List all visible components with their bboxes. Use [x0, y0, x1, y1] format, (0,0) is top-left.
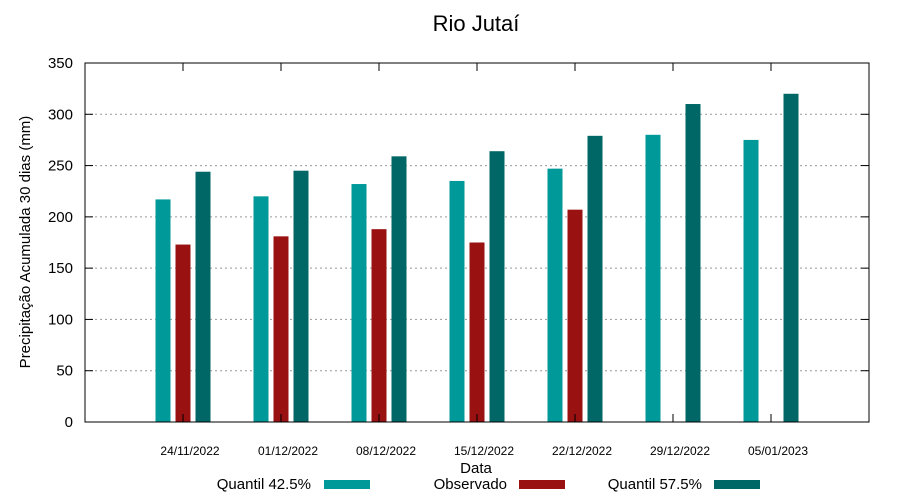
y-tick-label: 150 [48, 260, 73, 277]
bar-observado [469, 242, 485, 422]
bar-quantil-42-5 [351, 184, 367, 422]
bar-quantil-42-5 [155, 199, 171, 422]
x-tick-label: 05/01/2023 [748, 444, 808, 458]
x-tick-label: 01/12/2022 [258, 444, 318, 458]
bar-observado [567, 209, 583, 422]
legend-swatch [714, 480, 760, 489]
bar-quantil-57-5 [783, 93, 799, 423]
bar-observado [273, 236, 289, 422]
bar-quantil-42-5 [547, 168, 563, 422]
x-tick-label: 24/11/2022 [160, 444, 219, 458]
bar-quantil-42-5 [645, 134, 661, 423]
legend-label: Quantil 42.5% [217, 476, 311, 493]
legend-swatch [519, 480, 565, 489]
bar-quantil-42-5 [253, 196, 269, 422]
legend-swatch [324, 480, 370, 489]
legend-label: Quantil 57.5% [608, 476, 702, 493]
x-tick-label: 29/12/2022 [650, 444, 710, 458]
bar-quantil-57-5 [391, 156, 407, 422]
bar-observado [175, 244, 191, 422]
y-tick-label: 250 [48, 158, 73, 175]
bar-observado [371, 229, 387, 422]
y-tick-label: 200 [48, 209, 73, 226]
y-tick-label: 0 [65, 414, 73, 431]
legend: Quantil 42.5% Observado Quantil 57.5% [217, 476, 760, 493]
x-tick-label: 22/12/2022 [552, 444, 612, 458]
x-tick-label: 15/12/2022 [454, 444, 514, 458]
bar-quantil-57-5 [587, 135, 603, 422]
y-axis-ticks: 0 50 100 150 200 250 300 350 [48, 55, 869, 431]
bar-quantil-57-5 [293, 170, 309, 422]
bar-quantil-42-5 [743, 139, 759, 422]
y-tick-label: 50 [56, 363, 73, 380]
y-tick-label: 350 [48, 55, 73, 72]
x-axis-label: Data [460, 460, 492, 477]
chart-title: Rio Jutaí [433, 11, 520, 36]
x-tick-label: 08/12/2022 [356, 444, 416, 458]
legend-label: Observado [434, 476, 507, 493]
y-tick-label: 300 [48, 106, 73, 123]
bar-quantil-57-5 [195, 171, 211, 422]
y-tick-label: 100 [48, 311, 73, 328]
x-axis-ticks: 24/11/2022 01/12/2022 08/12/2022 15/12/2022… [160, 63, 808, 458]
bars [155, 93, 799, 423]
bar-quantil-57-5 [685, 104, 701, 423]
bar-quantil-57-5 [489, 151, 505, 422]
bar-quantil-42-5 [449, 180, 465, 422]
y-axis-label: Precipitação Acumulada 30 dias (mm) [17, 116, 34, 369]
